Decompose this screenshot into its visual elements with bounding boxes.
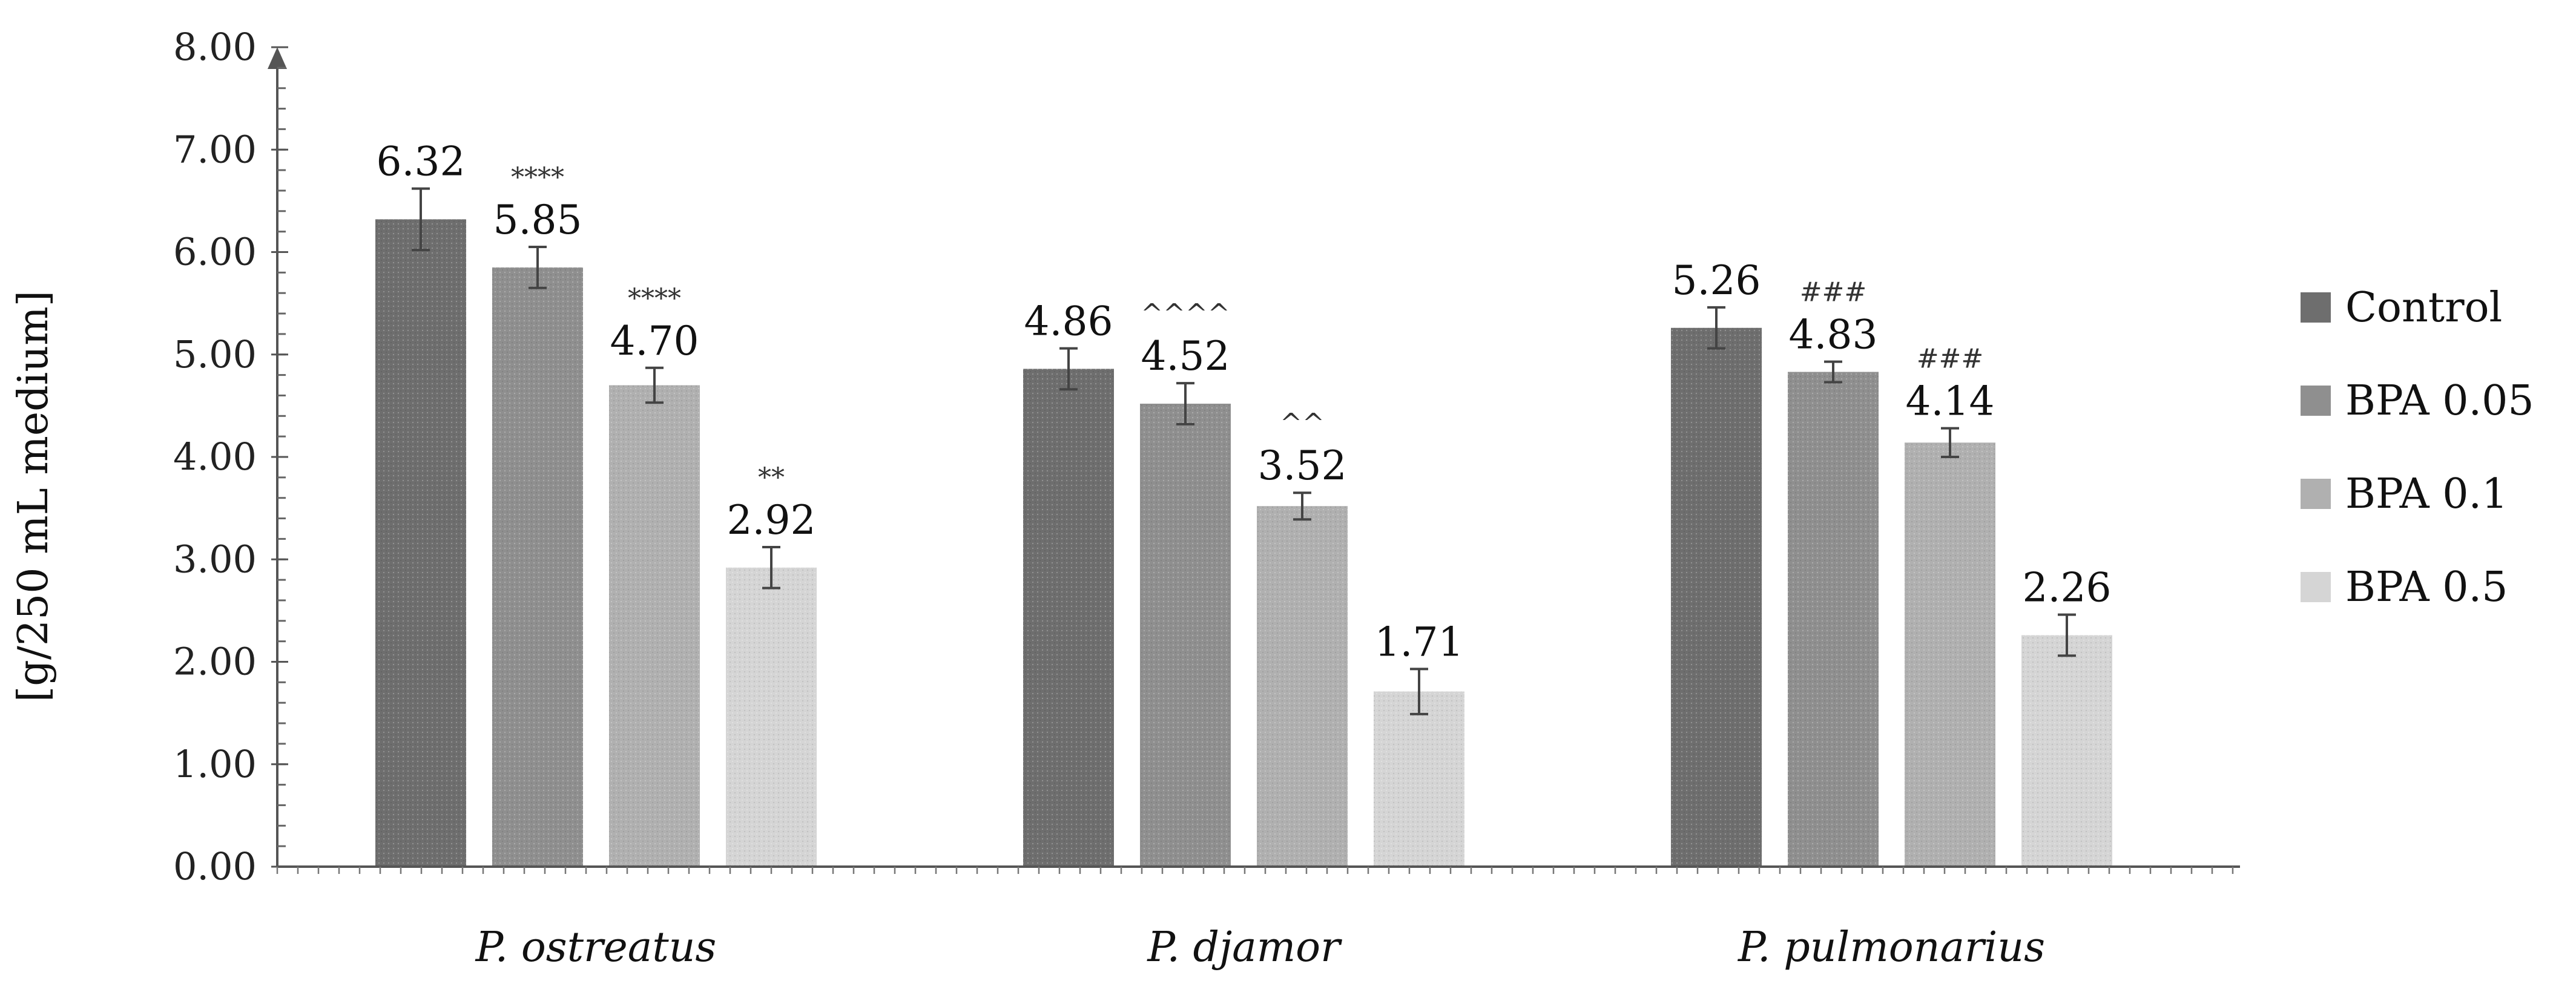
legend-label: BPA 0.5 <box>2345 563 2508 611</box>
bar-texture <box>375 219 466 867</box>
data-label: 2.92 <box>727 497 816 543</box>
bar-texture <box>1671 327 1762 867</box>
legend-label: Control <box>2345 284 2502 332</box>
data-label: 4.70 <box>610 318 699 364</box>
significance-marker: ^^^^ <box>1141 298 1230 329</box>
data-label: 2.26 <box>2023 565 2112 611</box>
y-axis: 0.00 1.00 2.00 3.00 4.00 5.00 6.00 7.00 8.00 <box>173 25 288 888</box>
legend-label: BPA 0.1 <box>2345 470 2508 518</box>
bar-texture <box>1788 372 1879 867</box>
x-category-label: P. djamor <box>1146 924 1342 971</box>
bar-texture <box>1905 442 1995 867</box>
bars: 6.32 5.85 **** 4.70 **** 2.92 ** 4.86 4.52 ^^^^ 3.… <box>375 139 2112 867</box>
y-tick-label: 5.00 <box>173 332 257 376</box>
bar-texture <box>2021 635 2112 867</box>
bar-texture <box>1140 403 1231 867</box>
y-tick-label: 7.00 <box>173 127 257 171</box>
x-category-label: P. ostreatus <box>475 924 717 971</box>
y-axis-title: [g/250 mL medium] <box>10 291 58 702</box>
significance-marker: ### <box>1800 277 1867 308</box>
data-label: 5.26 <box>1672 257 1761 304</box>
legend: Control BPA 0.05 BPA 0.1 BPA 0.5 <box>2301 284 2534 611</box>
data-label: 5.85 <box>493 197 582 243</box>
y-tick-label: 1.00 <box>173 742 257 786</box>
y-tick-label: 8.00 <box>173 25 257 69</box>
y-tick-label: 6.00 <box>173 230 257 274</box>
data-label: 4.52 <box>1141 333 1230 379</box>
y-tick-label: 4.00 <box>173 435 257 479</box>
significance-marker: ### <box>1917 344 1984 375</box>
bar-texture <box>1023 369 1114 867</box>
bar-texture <box>492 267 583 867</box>
data-label: 4.14 <box>1906 378 1995 425</box>
bar-texture <box>1257 506 1348 867</box>
significance-marker: ** <box>758 462 785 493</box>
x-category-label: P. pulmonarius <box>1737 924 2045 971</box>
y-tick-label: 2.00 <box>173 640 257 684</box>
y-axis-arrow-icon <box>268 47 287 69</box>
data-label: 1.71 <box>1375 619 1464 665</box>
bar-texture <box>1374 691 1464 867</box>
y-tick-label: 0.00 <box>173 844 257 888</box>
bar-texture <box>726 567 817 867</box>
legend-swatch <box>2301 292 2331 323</box>
legend-label: BPA 0.05 <box>2345 377 2534 425</box>
significance-marker: **** <box>628 283 681 314</box>
x-axis: P. ostreatus P. djamor P. pulmonarius <box>276 865 2240 971</box>
legend-swatch <box>2301 479 2331 509</box>
y-tick-label: 3.00 <box>173 537 257 581</box>
data-label: 4.83 <box>1789 312 1878 358</box>
legend-swatch <box>2301 386 2331 416</box>
significance-marker: ^^ <box>1280 408 1325 439</box>
significance-marker: **** <box>511 162 564 193</box>
bar-texture <box>609 385 700 867</box>
data-label: 3.52 <box>1258 442 1347 489</box>
data-label: 6.32 <box>377 139 466 185</box>
legend-swatch <box>2301 572 2331 602</box>
data-label: 4.86 <box>1024 298 1113 345</box>
